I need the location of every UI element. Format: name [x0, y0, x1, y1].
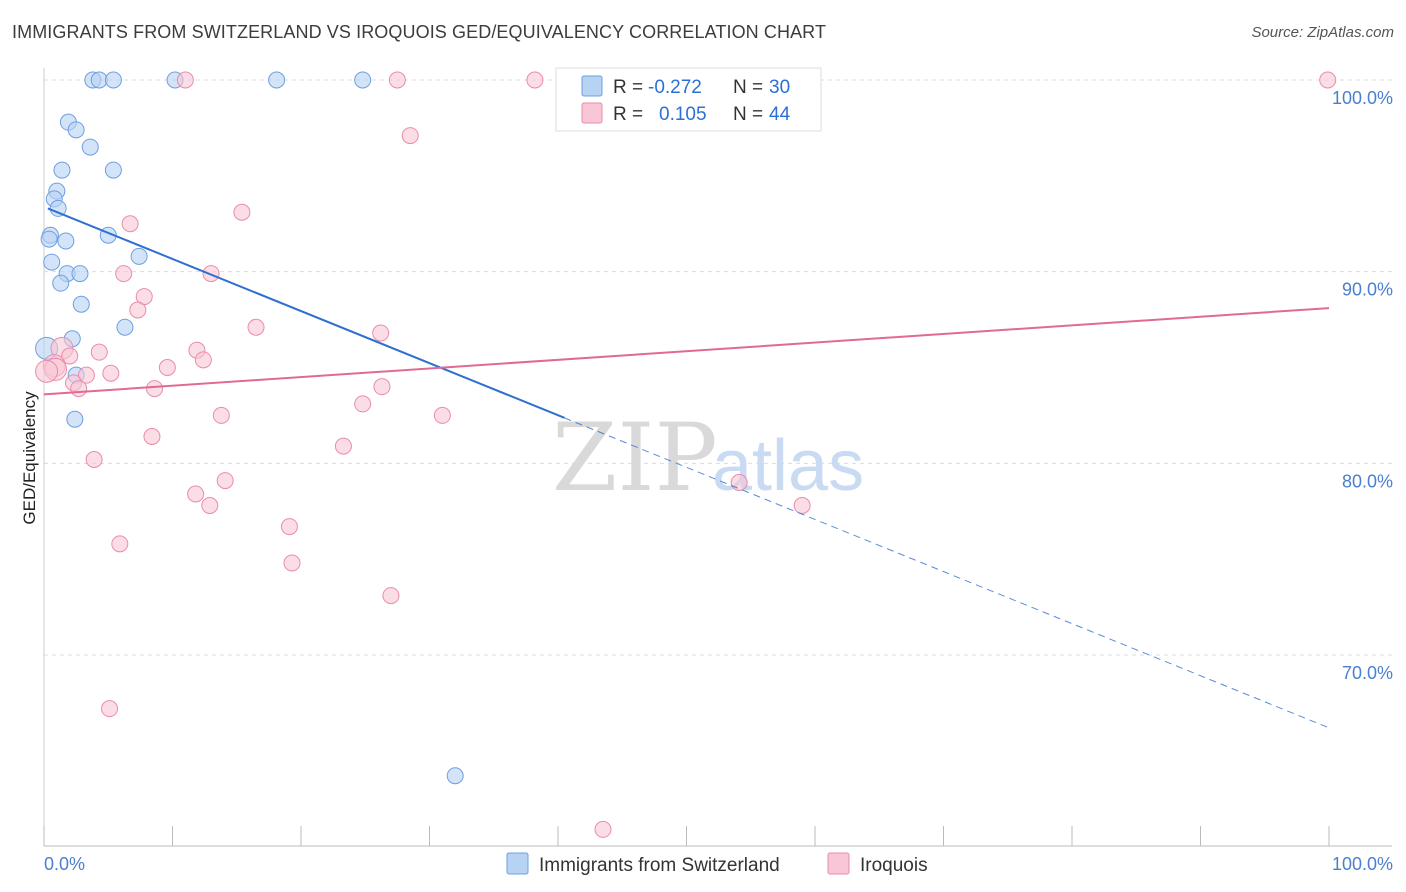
legend-r-value-2: 0.105 [659, 104, 707, 125]
axes [43, 68, 1392, 847]
iroquois-point-44 [594, 820, 612, 838]
iroquois-point-17 [61, 347, 79, 365]
iroquois-point-1 [388, 71, 406, 89]
iroquois-point-34 [216, 472, 234, 490]
iroquois-point-3 [1319, 71, 1337, 89]
iroquois-point-6 [121, 215, 139, 233]
iroquois-point-38 [793, 497, 811, 514]
iroquois-point-37 [201, 497, 219, 514]
iroquois-point-43 [101, 700, 119, 718]
iroquois-point-35 [730, 474, 748, 491]
chart-title: IMMIGRANTS FROM SWITZERLAND VS IROQUOIS … [12, 22, 827, 42]
bottom-legend-label-iroquois: Iroquois [860, 855, 928, 876]
trend-switzerland-solid [47, 207, 565, 419]
chart-source: Source: ZipAtlas.com [1251, 24, 1394, 41]
switzerland-point-7 [67, 121, 85, 139]
x-tick-label-0: 0.0% [44, 854, 85, 874]
watermark-zip: ZIP [552, 404, 718, 513]
y-tick-labels: 100.0% 90.0% 80.0% 70.0% [1332, 88, 1393, 683]
iroquois-point-0 [176, 71, 194, 89]
iroquois-point-11 [247, 318, 265, 336]
switzerland-point-4 [268, 71, 286, 89]
bottom-legend-swatch-switzerland [506, 852, 529, 875]
y-tick-label-2: 80.0% [1342, 471, 1393, 491]
legend-n-value-1: 30 [769, 77, 790, 98]
watermark: ZIP atlas [552, 404, 864, 513]
switzerland-point-8 [81, 138, 99, 156]
iroquois-point-29 [212, 406, 230, 424]
legend-r-label-2: R = [613, 104, 643, 125]
y-tick-label-1: 90.0% [1342, 280, 1393, 300]
legend-box: R = -0.272 N = 30 R = 0.105 N = 44 [555, 67, 822, 132]
bottom-legend-label-switzerland: Immigrants from Switzerland [539, 855, 780, 876]
iroquois-point-12 [372, 324, 390, 342]
switzerland-point-29 [446, 767, 464, 785]
trend-lines [43, 207, 1330, 729]
legend-r-value-1: -0.272 [648, 77, 702, 98]
iroquois-point-25 [70, 380, 88, 398]
iroquois-point-26 [146, 380, 164, 398]
bottom-legend: Immigrants from Switzerland Iroquois [506, 852, 928, 876]
legend-n-label-2: N = [733, 104, 763, 125]
switzerland-point-10 [104, 161, 122, 179]
iroquois-point-20 [35, 359, 59, 383]
trend-iroquois [43, 307, 1330, 396]
legend-r-label-1: R = [613, 77, 643, 98]
iroquois-point-14 [90, 343, 108, 361]
switzerland-point-21 [71, 265, 89, 283]
iroquois-point-2 [526, 71, 544, 89]
switzerland-point-2 [104, 71, 122, 89]
iroquois-point-23 [77, 366, 95, 384]
series-iroquois-points [35, 71, 1337, 838]
iroquois-point-16 [194, 351, 212, 369]
switzerland-point-1 [90, 71, 108, 89]
iroquois-point-42 [382, 587, 400, 605]
trend-switzerland-dashed [564, 417, 1330, 729]
iroquois-point-39 [280, 518, 298, 536]
switzerland-point-16 [57, 232, 75, 250]
y-tick-label-0: 100.0% [1332, 88, 1393, 108]
iroquois-point-30 [433, 406, 451, 424]
legend-n-label-1: N = [733, 77, 763, 98]
iroquois-point-41 [283, 554, 301, 572]
switzerland-point-9 [53, 161, 71, 179]
switzerland-point-19 [43, 253, 61, 271]
watermark-atlas: atlas [712, 426, 864, 506]
y-tick-label-3: 70.0% [1342, 663, 1393, 683]
switzerland-point-24 [116, 318, 134, 336]
iroquois-point-4 [401, 127, 419, 145]
switzerland-point-23 [72, 295, 90, 313]
y-axis-label: GED/Equivalency [20, 391, 39, 525]
switzerland-point-15 [40, 230, 58, 248]
iroquois-point-10 [129, 301, 147, 319]
legend-swatch-iroquois [581, 102, 603, 124]
bottom-legend-swatch-iroquois [827, 852, 850, 875]
switzerland-point-18 [130, 247, 148, 265]
iroquois-point-5 [233, 203, 251, 221]
iroquois-point-28 [354, 395, 372, 413]
iroquois-point-40 [111, 535, 129, 553]
series-switzerland-points [35, 71, 464, 785]
iroquois-point-32 [334, 437, 352, 455]
iroquois-point-21 [102, 364, 120, 382]
switzerland-point-28 [66, 410, 84, 428]
iroquois-point-33 [85, 451, 103, 468]
iroquois-point-27 [373, 378, 391, 396]
iroquois-point-7 [115, 265, 133, 283]
legend-n-value-2: 44 [769, 104, 791, 125]
switzerland-point-5 [354, 71, 372, 89]
legend-swatch-switzerland [581, 75, 603, 97]
switzerland-point-22 [52, 274, 70, 292]
x-tick-labels: 0.0% 100.0% [44, 854, 1393, 874]
iroquois-point-22 [158, 359, 176, 376]
x-tick-label-1: 100.0% [1332, 854, 1393, 874]
gridlines [44, 79, 1392, 656]
iroquois-point-31 [143, 428, 161, 445]
iroquois-point-36 [187, 485, 205, 503]
